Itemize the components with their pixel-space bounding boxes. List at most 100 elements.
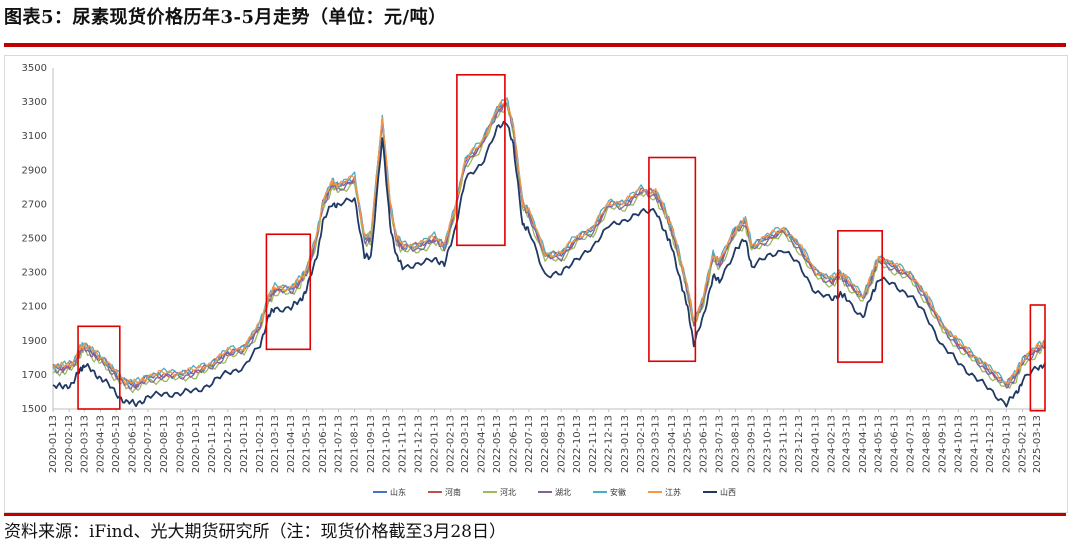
x-tick-label: 2023-02-13	[636, 415, 647, 473]
x-tick-label: 2024-02-13	[827, 415, 838, 473]
x-tick-label: 2023-12-13	[794, 415, 805, 473]
x-tick-label: 2024-03-13	[842, 415, 853, 473]
x-tick-label: 2023-04-13	[667, 415, 678, 473]
legend-label-2: 河南	[445, 487, 461, 497]
x-tick-label: 2021-11-13	[398, 415, 409, 473]
series-line-2	[52, 102, 1046, 389]
x-tick-label: 2025-02-13	[1018, 415, 1029, 473]
highlight-box-1	[77, 325, 121, 410]
x-tick-label: 2021-10-13	[381, 415, 392, 473]
highlight-box-3	[456, 74, 506, 247]
x-tick-label: 2023-11-13	[779, 415, 790, 473]
x-tick-label: 2020-03-13	[79, 415, 90, 473]
x-tick-label: 2021-05-13	[302, 415, 313, 473]
series-line-3	[52, 102, 1046, 394]
x-tick-label: 2024-12-13	[985, 415, 996, 473]
x-tick-label: 2022-01-13	[429, 415, 440, 473]
x-tick-label: 2022-12-13	[604, 415, 615, 473]
y-tick-label: 2300	[22, 268, 47, 279]
x-tick-label: 2024-01-13	[810, 415, 821, 473]
series-line-6	[52, 98, 1046, 386]
x-tick-label: 2021-08-13	[350, 415, 361, 473]
x-tick-label: 2023-08-13	[731, 415, 742, 473]
y-tick-label: 1500	[22, 404, 47, 415]
x-tick-label: 2020-02-13	[64, 415, 75, 473]
x-tick-label: 2024-11-13	[970, 415, 981, 473]
x-tick-label: 2023-09-13	[747, 415, 758, 473]
x-tick-label: 2023-05-13	[683, 415, 694, 473]
x-tick-label: 2020-09-13	[175, 415, 186, 473]
y-tick-label: 1700	[22, 370, 47, 381]
x-tick-label: 2023-03-13	[651, 415, 662, 473]
x-tick-label: 2020-07-13	[143, 415, 154, 473]
series-line-1	[52, 101, 1046, 388]
y-tick-label: 1900	[22, 336, 47, 347]
x-tick-label: 2020-12-13	[223, 415, 234, 473]
x-tick-label: 2022-06-13	[508, 415, 519, 473]
x-tick-label: 2022-09-13	[556, 415, 567, 473]
x-tick-label: 2023-10-13	[762, 415, 773, 473]
x-tick-label: 2020-11-13	[207, 415, 218, 473]
x-tick-label: 2024-10-13	[953, 415, 964, 473]
x-tick-label: 2022-11-13	[588, 415, 599, 473]
legend-label-5: 安徽	[610, 487, 626, 497]
x-tick-label: 2020-08-13	[159, 415, 170, 473]
page-title: 图表5：尿素现货价格历年3-5月走势（单位：元/吨）	[4, 7, 447, 28]
x-tick-label: 2020-10-13	[191, 415, 202, 473]
y-tick-label: 2100	[22, 302, 47, 313]
x-tick-label: 2024-06-13	[890, 415, 901, 473]
x-tick-label: 2020-01-13	[48, 415, 59, 473]
legend-label-4: 湖北	[555, 488, 571, 497]
y-tick-label: 2700	[22, 199, 47, 210]
y-tick-label: 3100	[22, 131, 47, 142]
x-tick-label: 2020-06-13	[127, 415, 138, 473]
x-tick-label: 2023-06-13	[699, 415, 710, 473]
bottom-divider	[4, 513, 1066, 516]
y-tick-label: 3300	[22, 97, 47, 108]
x-tick-label: 2020-05-13	[111, 415, 122, 473]
x-tick-label: 2024-07-13	[905, 415, 916, 473]
x-tick-label: 2024-08-13	[922, 415, 933, 473]
urea-price-line-chart: 1500 1700 1900 2100 2300 2500 2700 2900 3100 3300…	[22, 63, 1046, 497]
legend-label-6: 江苏	[665, 487, 681, 497]
source-note: 资料来源：iFind、光大期货研究所（注：现货价格截至3月28日）	[4, 522, 506, 542]
x-tick-label: 2024-09-13	[938, 415, 949, 473]
x-tick-label: 2021-03-13	[270, 415, 281, 473]
legend-label-3: 河北	[500, 487, 516, 497]
legend-label-7: 山西	[720, 487, 736, 497]
x-tick-label: 2021-09-13	[366, 415, 377, 473]
y-tick-label: 2900	[22, 165, 47, 176]
x-tick-label: 2022-04-13	[476, 415, 487, 473]
highlight-box-6	[1029, 304, 1046, 412]
series-line-5	[52, 97, 1046, 386]
x-tick-label: 2022-08-13	[540, 415, 551, 473]
x-tick-label: 2021-01-13	[239, 415, 250, 473]
x-tick-label: 2020-04-13	[95, 415, 106, 473]
x-tick-label: 2022-03-13	[460, 415, 471, 473]
x-tick-label: 2022-05-13	[492, 415, 503, 473]
x-tick-label: 2021-07-13	[333, 415, 344, 473]
highlight-box-4	[648, 156, 697, 363]
y-tick-label: 2500	[22, 234, 47, 245]
top-divider	[4, 43, 1066, 47]
y-tick-label: 3500	[22, 63, 47, 74]
x-tick-label: 2021-02-13	[255, 415, 266, 473]
highlight-box-5	[837, 230, 883, 363]
x-tick-label: 2021-12-13	[413, 415, 424, 473]
chart-frame: 1500 1700 1900 2100 2300 2500 2700 2900 3100 3300…	[4, 55, 1068, 513]
series-line-4	[52, 101, 1046, 390]
highlight-box-2	[265, 233, 312, 351]
x-tick-label: 2025-03-13	[1032, 415, 1043, 473]
x-tick-label: 2025-01-13	[1001, 415, 1012, 473]
x-tick-label: 2022-10-13	[572, 415, 583, 473]
x-tick-label: 2023-01-13	[620, 415, 631, 473]
x-tick-label: 2021-04-13	[286, 415, 297, 473]
x-tick-label: 2024-05-13	[874, 415, 885, 473]
x-tick-label: 2024-04-13	[858, 415, 869, 473]
x-tick-label: 2023-07-13	[714, 415, 725, 473]
x-tick-label: 2022-07-13	[524, 415, 535, 473]
legend-label-1: 山东	[390, 487, 406, 497]
x-tick-label: 2022-02-13	[446, 415, 457, 473]
series-line-7	[52, 120, 1046, 408]
x-tick-label: 2021-06-13	[318, 415, 329, 473]
